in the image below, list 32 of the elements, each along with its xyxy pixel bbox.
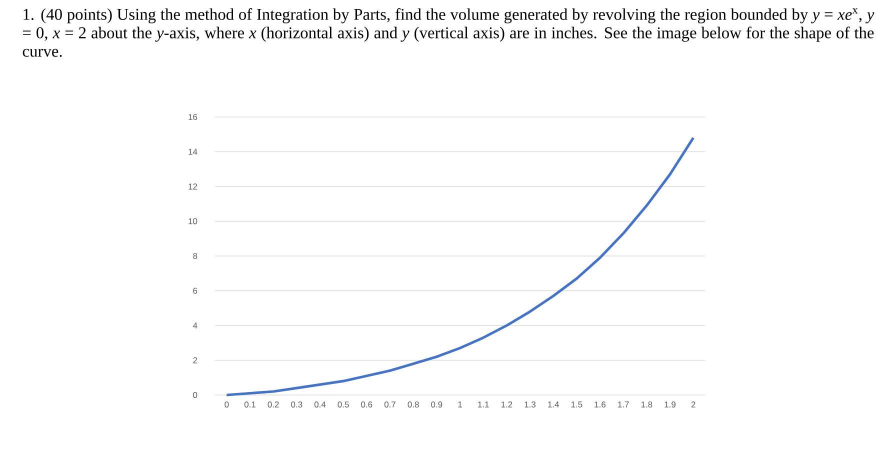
x-tick-label: 1.1 xyxy=(478,402,489,408)
x-tick-label: 1.9 xyxy=(664,402,676,408)
x-tick-label: 0.5 xyxy=(338,402,349,408)
y-tick-label: 16 xyxy=(188,114,198,120)
x-tick-label: 0.7 xyxy=(384,402,396,408)
x-tick-label: 1.2 xyxy=(501,402,512,408)
y-tick-label: 2 xyxy=(193,357,198,364)
y-tick-label: 12 xyxy=(188,184,198,190)
y-tick-label: 8 xyxy=(193,252,198,259)
y-tick-label: 4 xyxy=(192,322,198,328)
y-tick-label: 6 xyxy=(193,288,198,294)
x-tick-label: 1.4 xyxy=(548,402,559,408)
x-tick-label: 0 xyxy=(224,402,229,408)
x-tick-label: 0.3 xyxy=(291,402,302,408)
x-tick-label: 0.2 xyxy=(268,402,279,408)
x-tick-label: 1.3 xyxy=(524,402,536,408)
x-tick-label: 1.5 xyxy=(571,402,582,408)
x-tick-label: 1.7 xyxy=(618,402,629,408)
x-tick-label: 0.1 xyxy=(244,402,256,408)
x-tick-label: 0.6 xyxy=(361,402,372,408)
y-tick-label: 10 xyxy=(188,218,198,224)
x-tick-label: 1 xyxy=(458,402,462,408)
y-tick-label: 14 xyxy=(188,148,198,155)
y-tick-label: 0 xyxy=(193,392,198,398)
chart-title: 1. (40 points) Using the method of Integration by Parts, find the volume generated by revolving the region bounded by y = xe$^{x}$, y = 0, x = 2 about the y-axis, where x (horizontal axis) and y (vertical axis) are in inches. See the image below for the shape of the curve. xyxy=(22,8,874,57)
line-series xyxy=(225,136,695,396)
x-tick-label: 0.8 xyxy=(408,402,419,408)
x-tick-label: 2 xyxy=(691,402,696,408)
x-tick-label: 0.9 xyxy=(431,402,442,408)
x-tick-label: 1.8 xyxy=(641,402,652,408)
x-tick-label: 0.4 xyxy=(314,402,326,408)
x-tick-label: 1.6 xyxy=(594,402,606,408)
